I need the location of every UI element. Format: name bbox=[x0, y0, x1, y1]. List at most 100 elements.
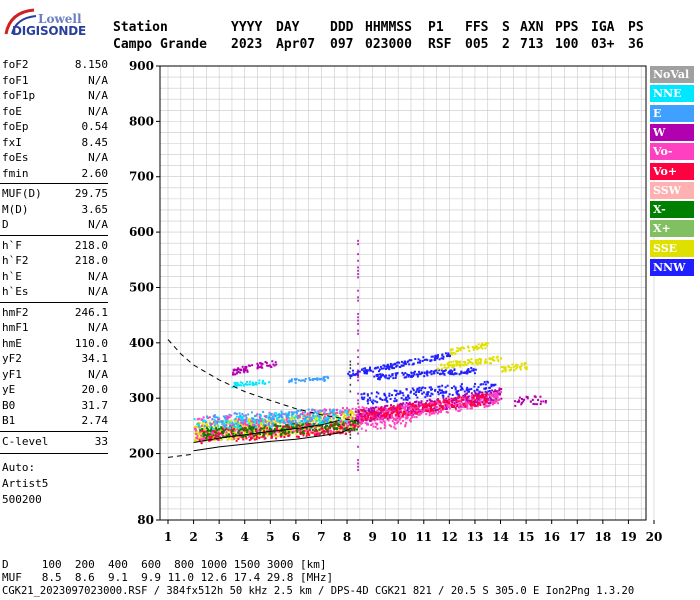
echo-point bbox=[395, 365, 398, 368]
echo-point bbox=[254, 414, 257, 417]
echo-point bbox=[309, 378, 312, 381]
echo-point bbox=[259, 422, 262, 425]
echo-point bbox=[249, 433, 252, 436]
echo-point bbox=[249, 418, 252, 421]
echo-point bbox=[351, 423, 354, 426]
echo-point bbox=[342, 424, 345, 427]
echo-point bbox=[211, 431, 214, 434]
echo-point bbox=[443, 369, 446, 372]
echo-point bbox=[389, 397, 392, 400]
echo-point bbox=[256, 413, 259, 416]
echo-point bbox=[363, 392, 366, 395]
param-row: foF2 8.150 bbox=[2, 58, 108, 74]
echo-point bbox=[453, 402, 456, 405]
echo-point bbox=[493, 398, 496, 401]
echo-point bbox=[442, 391, 445, 394]
echo-point bbox=[308, 414, 311, 417]
echo-point bbox=[373, 413, 376, 416]
echo-point bbox=[448, 407, 451, 410]
param-row: hmE 110.0 bbox=[2, 337, 108, 353]
echo-point bbox=[399, 409, 402, 412]
echo-point bbox=[491, 402, 494, 405]
echo-point bbox=[341, 429, 344, 432]
echo-point bbox=[496, 395, 499, 398]
echo-point bbox=[360, 409, 363, 412]
header-row1-cell: PS bbox=[628, 20, 644, 35]
echo-point bbox=[236, 418, 239, 421]
echo-point bbox=[253, 424, 256, 427]
echo-point bbox=[358, 420, 361, 423]
echo-point bbox=[385, 412, 388, 415]
echo-point bbox=[468, 359, 471, 362]
echo-point bbox=[446, 403, 449, 406]
echo-point bbox=[496, 358, 499, 361]
echo-point bbox=[317, 412, 320, 415]
echo-point bbox=[395, 374, 398, 377]
echo-point bbox=[218, 421, 221, 424]
echo-point bbox=[430, 370, 433, 373]
echo-point bbox=[404, 398, 407, 401]
echo-point bbox=[445, 407, 448, 410]
echo-point bbox=[391, 373, 394, 376]
echo-point bbox=[414, 411, 417, 414]
echo-point bbox=[379, 373, 382, 376]
param-name: foEs bbox=[2, 151, 29, 164]
echo-point bbox=[238, 429, 241, 432]
echo-point bbox=[441, 405, 444, 408]
echo-point bbox=[526, 397, 529, 400]
echo-point bbox=[303, 428, 306, 431]
echo-point bbox=[235, 412, 238, 415]
echo-point bbox=[218, 433, 221, 436]
param-name: yF1 bbox=[2, 367, 22, 381]
echo-point bbox=[443, 364, 446, 367]
echo-point bbox=[237, 436, 240, 439]
echo-point bbox=[213, 424, 216, 427]
echo-point bbox=[544, 400, 547, 403]
echo-point bbox=[320, 419, 323, 422]
echo-point bbox=[386, 417, 389, 420]
echo-point bbox=[317, 410, 320, 413]
echo-point bbox=[380, 408, 383, 411]
echo-point bbox=[212, 434, 215, 437]
echo-point bbox=[357, 416, 360, 419]
echo-point bbox=[207, 436, 210, 439]
echo-point bbox=[335, 431, 338, 434]
echo-point bbox=[384, 424, 387, 427]
echo-point bbox=[306, 432, 309, 435]
echo-point bbox=[302, 421, 305, 424]
echo-point bbox=[336, 428, 339, 431]
echo-point bbox=[477, 395, 480, 398]
echo-point bbox=[247, 413, 250, 416]
echo-point bbox=[507, 365, 510, 368]
echo-point bbox=[230, 438, 233, 441]
echo-point bbox=[469, 403, 472, 406]
echo-point bbox=[243, 384, 246, 387]
echo-point bbox=[235, 385, 238, 388]
echo-point bbox=[269, 420, 272, 423]
x-tick-label: 7 bbox=[317, 530, 325, 544]
echo-point bbox=[294, 418, 297, 421]
echo-point bbox=[486, 342, 489, 345]
echo-point bbox=[512, 366, 515, 369]
echo-point bbox=[404, 423, 407, 426]
echo-point bbox=[278, 413, 281, 416]
echo-point bbox=[434, 401, 437, 404]
header-row1-cell: FFS bbox=[465, 20, 489, 35]
echo-point bbox=[504, 370, 507, 373]
echo-point bbox=[421, 386, 424, 389]
echo-point bbox=[458, 373, 461, 376]
echo-point bbox=[195, 440, 198, 443]
echo-point bbox=[466, 396, 469, 399]
echo-point bbox=[235, 423, 238, 426]
echo-point bbox=[475, 362, 478, 365]
echo-point bbox=[377, 415, 380, 418]
echo-point bbox=[277, 416, 280, 419]
param-row: h`F2 218.0 bbox=[2, 254, 108, 270]
echo-point bbox=[212, 421, 215, 424]
echo-point bbox=[474, 368, 477, 371]
echo-point bbox=[343, 420, 346, 423]
echo-point bbox=[455, 362, 458, 365]
echo-point bbox=[325, 430, 328, 433]
echo-point bbox=[265, 423, 268, 426]
echo-point bbox=[268, 433, 271, 436]
